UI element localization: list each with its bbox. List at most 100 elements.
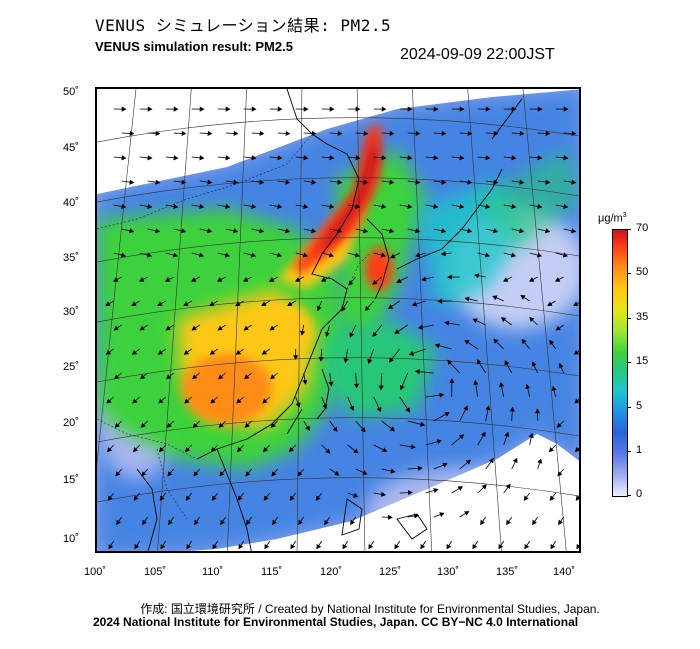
wind-arrow-head — [399, 385, 405, 391]
wind-arrow-head — [316, 305, 322, 312]
wind-arrow-head — [511, 106, 517, 112]
wind-arrow-head — [544, 228, 551, 234]
wind-arrow-head — [159, 495, 165, 501]
lon-label: 110˚ — [202, 566, 224, 578]
wind-arrow-head — [219, 471, 225, 477]
wind-arrow-head — [141, 471, 147, 477]
wind-arrow-head — [363, 179, 369, 185]
wind-arrow-head — [218, 374, 224, 380]
wind-arrow-head — [337, 179, 343, 185]
wind-arrow-head — [261, 349, 268, 355]
wind-arrow-head — [329, 203, 335, 209]
wind-arrow-head — [381, 203, 387, 209]
wind-arrow-head — [198, 252, 205, 258]
wind-arrow-head — [337, 130, 343, 137]
wind-arrow-head — [523, 495, 529, 501]
wind-arrow-head — [165, 325, 171, 331]
borders — [97, 133, 370, 520]
wind-arrow-head — [343, 358, 349, 364]
wind-arrow-head — [520, 295, 526, 300]
wind-arrow-head — [387, 304, 394, 310]
wind-arrow-head — [277, 203, 283, 209]
wind-arrow-head — [394, 544, 400, 550]
wind-arrow-head — [537, 458, 543, 464]
wind-arrow-head — [440, 228, 447, 234]
lon-label: 135˚ — [496, 566, 519, 578]
wind-arrow-head — [139, 325, 145, 331]
lat-label: 40˚ — [63, 197, 79, 209]
wind-arrow-head — [190, 277, 197, 282]
wind-arrow-head — [192, 374, 198, 380]
wind-arrow-head — [388, 357, 394, 363]
lon-label: 130˚ — [437, 566, 460, 578]
wind-arrow-head — [447, 359, 453, 365]
wind-arrow-head — [147, 106, 153, 112]
wind-arrow-head — [408, 350, 414, 356]
wind-arrow-head — [556, 422, 562, 428]
lon-label: 140˚ — [553, 566, 576, 578]
wind-arrow-head — [225, 203, 231, 209]
wind-arrow-head — [485, 155, 491, 161]
wind-arrow-head — [510, 252, 517, 258]
wind-arrow-head — [355, 203, 361, 209]
wind-arrow-head — [390, 468, 396, 474]
wind-arrow-head — [293, 355, 299, 361]
wind-arrow-head — [192, 422, 198, 428]
title-english: VENUS simulation result: PM2.5 — [95, 39, 293, 54]
wind-arrow-head — [140, 374, 146, 380]
wind-arrow-head — [558, 362, 564, 369]
wind-arrow-head — [436, 439, 442, 445]
wind-arrow-head — [246, 519, 251, 526]
wind-arrow-head — [421, 276, 427, 282]
wind-arrow-head — [367, 358, 373, 365]
wind-arrow-head — [220, 519, 225, 526]
wind-arrow-head — [207, 179, 213, 185]
wind-arrow-head — [233, 130, 239, 137]
wind-arrow-head — [154, 228, 161, 234]
wind-arrow-head — [311, 130, 317, 137]
wind-arrow-head — [574, 446, 579, 453]
wind-arrow-head — [325, 448, 331, 454]
wind-arrow-head — [355, 155, 361, 161]
wind-arrow-head — [348, 280, 354, 286]
wind-arrow-head — [334, 470, 340, 476]
lat-label: 10˚ — [63, 533, 79, 545]
wind-arrow-head — [181, 130, 187, 137]
wind-arrow-head — [289, 495, 295, 501]
wind-arrow-head — [262, 398, 268, 404]
wind-arrow-head — [128, 228, 135, 234]
wind-arrow-head — [233, 179, 239, 185]
wind-arrow-head — [555, 325, 561, 331]
wind-arrow-head — [459, 203, 465, 209]
wind-arrow-head — [363, 130, 369, 137]
wind-arrow-head — [413, 513, 420, 519]
wind-arrow-head — [360, 427, 366, 433]
wind-arrow-head — [271, 471, 277, 477]
wind-arrow-head — [184, 398, 190, 404]
wind-arrow-head — [263, 495, 269, 501]
copyright-line: 2024 National Institute for Environmenta… — [93, 615, 579, 629]
wind-arrow-head — [288, 446, 295, 453]
wind-arrow-head — [485, 405, 491, 411]
wind-arrow-head — [113, 325, 119, 331]
colorbar-label: 0 — [636, 488, 643, 500]
wind-arrow-head — [532, 519, 537, 526]
wind-arrow-head — [512, 457, 518, 464]
lon-label: 105˚ — [144, 566, 167, 578]
wind-arrow-head — [549, 495, 555, 501]
wind-arrow-head — [549, 339, 555, 346]
wind-arrow-head — [417, 465, 423, 471]
wind-arrow-head — [575, 495, 579, 501]
wind-arrow-head — [199, 106, 205, 112]
wind-arrow-head — [417, 324, 423, 330]
wind-arrow-head — [537, 106, 543, 112]
wind-arrow-head — [459, 155, 465, 161]
wind-arrow-head — [250, 252, 257, 258]
wind-arrow-head — [441, 179, 447, 185]
wind-arrow-head — [303, 106, 309, 112]
wind-arrow-head — [237, 495, 243, 501]
wind-arrow-head — [199, 203, 205, 209]
wind-arrow-head — [420, 544, 426, 550]
wind-arrow-head — [380, 491, 386, 497]
colorbar-label: 5 — [636, 400, 643, 412]
